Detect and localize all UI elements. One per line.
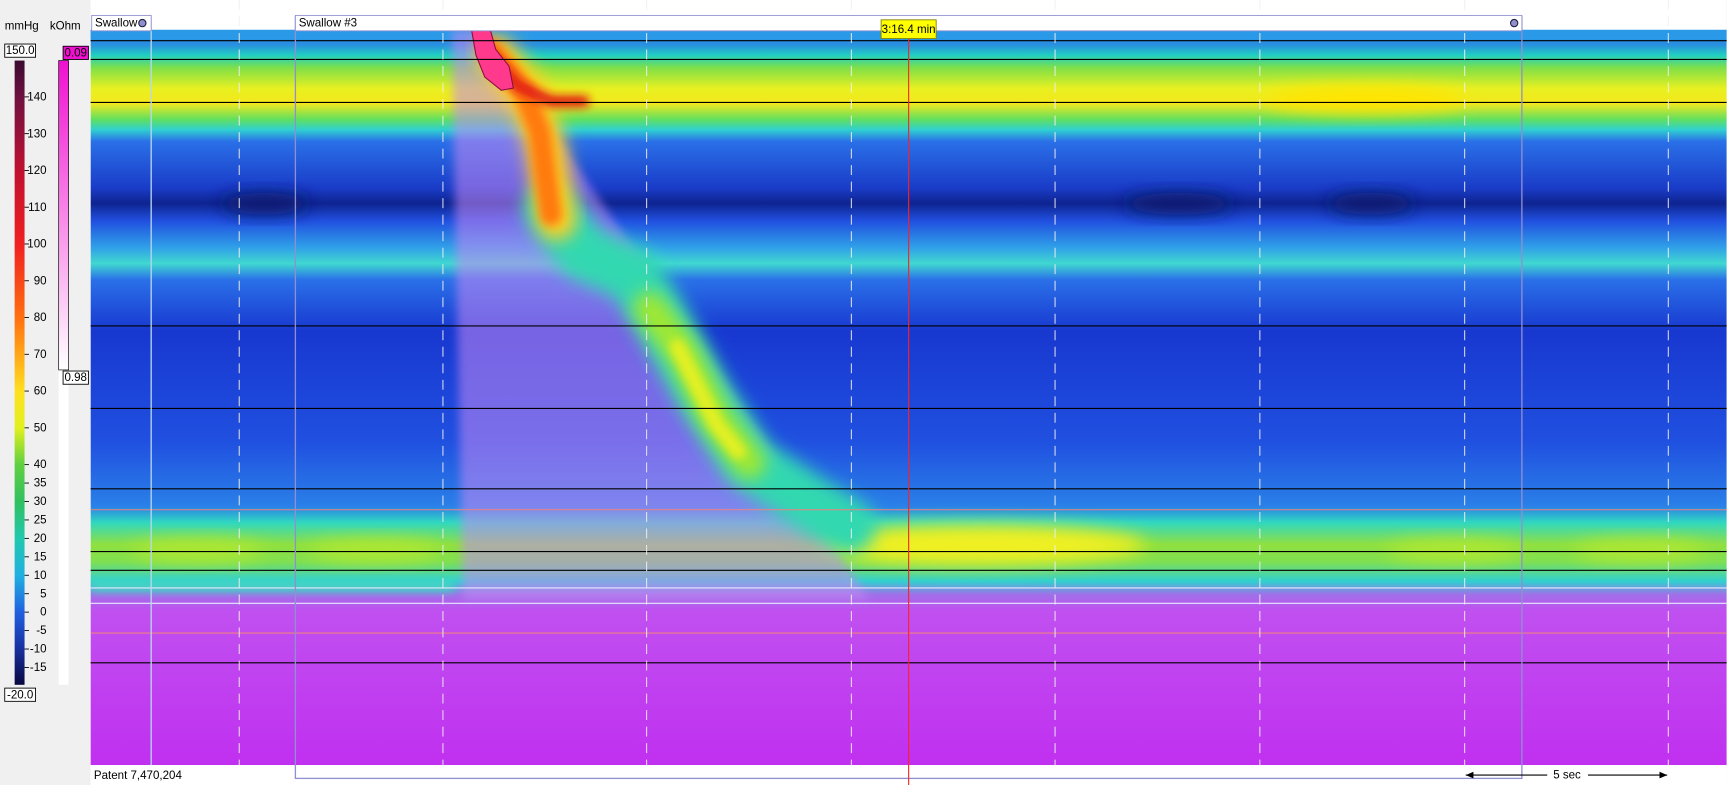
dark-spot [1123, 192, 1234, 215]
impedance-max: 0.98 [65, 372, 87, 384]
impedance-min-box[interactable] [62, 45, 89, 60]
lower-sphincter [1387, 539, 1520, 562]
patent: Patent 7,470,204 [94, 770, 183, 782]
tick-label: 25 [34, 515, 47, 527]
lower-sphincter [132, 539, 265, 562]
peristaltic-peak [669, 339, 746, 460]
dark-spot [220, 192, 309, 215]
lower-sphincter [308, 539, 441, 562]
marker-handle[interactable] [138, 18, 147, 28]
tick-label: 15 [34, 551, 47, 563]
tick-label: -5 [36, 625, 46, 637]
cursor-time: 3:16.4 min [882, 24, 936, 36]
impedance-unit: kOhm [50, 20, 81, 32]
tick-label: 30 [34, 496, 47, 508]
tick-label: 35 [34, 478, 47, 490]
legend-panel: mmHg kOhm 150.0 -20.0 0.09 0.98 140 130 12… [0, 0, 91, 785]
tick-label: -15 [30, 662, 47, 674]
tick-label: 90 [34, 275, 47, 287]
cursor-time-box[interactable] [880, 19, 937, 39]
pressure-min-box[interactable] [4, 687, 37, 702]
pressure-colorbar [14, 60, 25, 685]
lower-sphincter [1574, 539, 1707, 562]
scale-arrow [1659, 771, 1668, 779]
green-band [90, 580, 454, 592]
tick-label: 130 [27, 128, 46, 140]
tick-label: 120 [27, 165, 46, 177]
lower-sphincter [815, 525, 1146, 565]
tick-label: 100 [27, 239, 46, 251]
tick-label: 60 [34, 386, 47, 398]
tick-label: 110 [28, 202, 46, 214]
tick-label: 10 [34, 570, 47, 582]
pressure-max: 150.0 [6, 45, 35, 57]
tick-label: 70 [34, 349, 47, 361]
tick-label: 0 [40, 607, 46, 619]
swallow-marker: Swallow [95, 18, 138, 30]
tick-label: 40 [34, 459, 47, 471]
yellow-band [1266, 85, 1465, 113]
impedance-max-box[interactable] [62, 370, 89, 385]
tick-label: 80 [34, 312, 47, 324]
pressure-unit: mmHg [5, 20, 39, 32]
tick-label: 20 [34, 533, 47, 545]
impedance-colorbar [58, 60, 69, 371]
pressure-ticks: 1401301201101009080706050403530252015105… [24, 91, 47, 674]
scale-arrow [1465, 771, 1474, 779]
dark-spot [1327, 192, 1416, 215]
pressure-max-box[interactable] [4, 43, 37, 58]
scale-bar: 5 sec [1465, 770, 1668, 782]
window-handle[interactable] [1509, 18, 1519, 28]
tick-label: -10 [30, 644, 47, 656]
tick-label: 5 [40, 588, 46, 600]
swallow-label: Swallow #3 [299, 18, 357, 30]
tick-label: 50 [34, 422, 47, 434]
scale-label: 5 sec [1553, 770, 1581, 782]
impedance-min: 0.09 [65, 47, 87, 59]
tick-label: 140 [27, 91, 46, 103]
pressure-min: -20.0 [7, 689, 33, 701]
swallow-marker-tab[interactable] [91, 14, 152, 32]
